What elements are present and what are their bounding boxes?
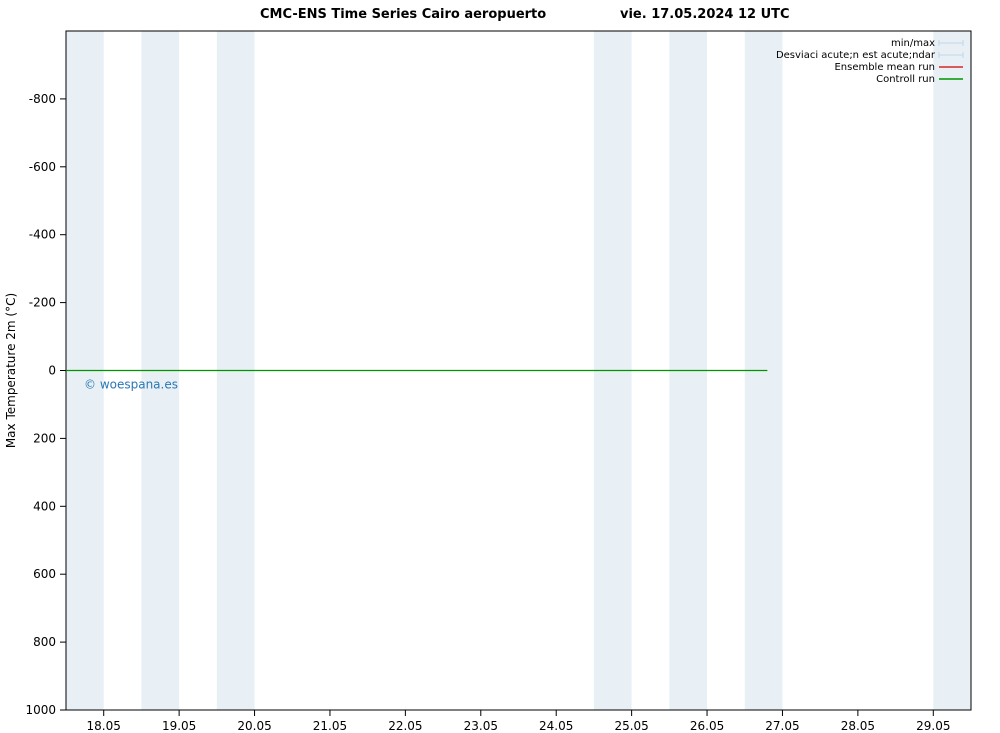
y-tick-label: -200 <box>29 296 56 310</box>
x-tick-label: 24.05 <box>539 719 573 733</box>
y-tick-label: 0 <box>48 364 56 378</box>
y-tick-label: 1000 <box>25 703 56 717</box>
x-tick-label: 25.05 <box>614 719 648 733</box>
chart-title-left: CMC-ENS Time Series Cairo aeropuerto <box>260 7 546 22</box>
y-tick-label: 400 <box>33 499 56 513</box>
watermark: © woespana.es <box>84 378 178 392</box>
x-axis-ticks: 18.05 19.05 20.05 21.05 22.05 23.05 24.05 25.05… <box>87 710 951 733</box>
y-tick-label: 600 <box>33 567 56 581</box>
x-tick-label: 18.05 <box>87 719 121 733</box>
y-tick-label: 200 <box>33 431 56 445</box>
x-tick-label: 28.05 <box>841 719 875 733</box>
x-tick-label: 21.05 <box>313 719 347 733</box>
chart-title-right: vie. 17.05.2024 12 UTC <box>620 7 790 22</box>
x-tick-label: 23.05 <box>464 719 498 733</box>
legend: min/maxDesviaci acute;n est acute;ndarEn… <box>776 38 963 85</box>
x-tick-label: 20.05 <box>237 719 271 733</box>
legend-label: Controll run <box>876 74 935 85</box>
chart-svg: CMC-ENS Time Series Cairo aeropuerto vie.… <box>0 0 1000 733</box>
y-tick-label: -400 <box>29 228 56 242</box>
y-tick-label: -800 <box>29 92 56 106</box>
x-tick-label: 29.05 <box>916 719 950 733</box>
x-tick-label: 19.05 <box>162 719 196 733</box>
y-axis-title: Max Temperature 2m (°C) <box>4 293 18 448</box>
y-tick-label: -600 <box>29 160 56 174</box>
chart-container: CMC-ENS Time Series Cairo aeropuerto vie.… <box>0 0 1000 733</box>
legend-label: Ensemble mean run <box>834 62 935 73</box>
x-tick-label: 27.05 <box>765 719 799 733</box>
x-tick-label: 26.05 <box>690 719 724 733</box>
x-tick-label: 22.05 <box>388 719 422 733</box>
y-axis-ticks: -800 -600 -400 -200 0 200 400 600 800 1000 <box>25 92 66 717</box>
y-tick-label: 800 <box>33 635 56 649</box>
legend-label: min/max <box>891 38 935 49</box>
legend-label: Desviaci acute;n est acute;ndar <box>776 50 936 61</box>
